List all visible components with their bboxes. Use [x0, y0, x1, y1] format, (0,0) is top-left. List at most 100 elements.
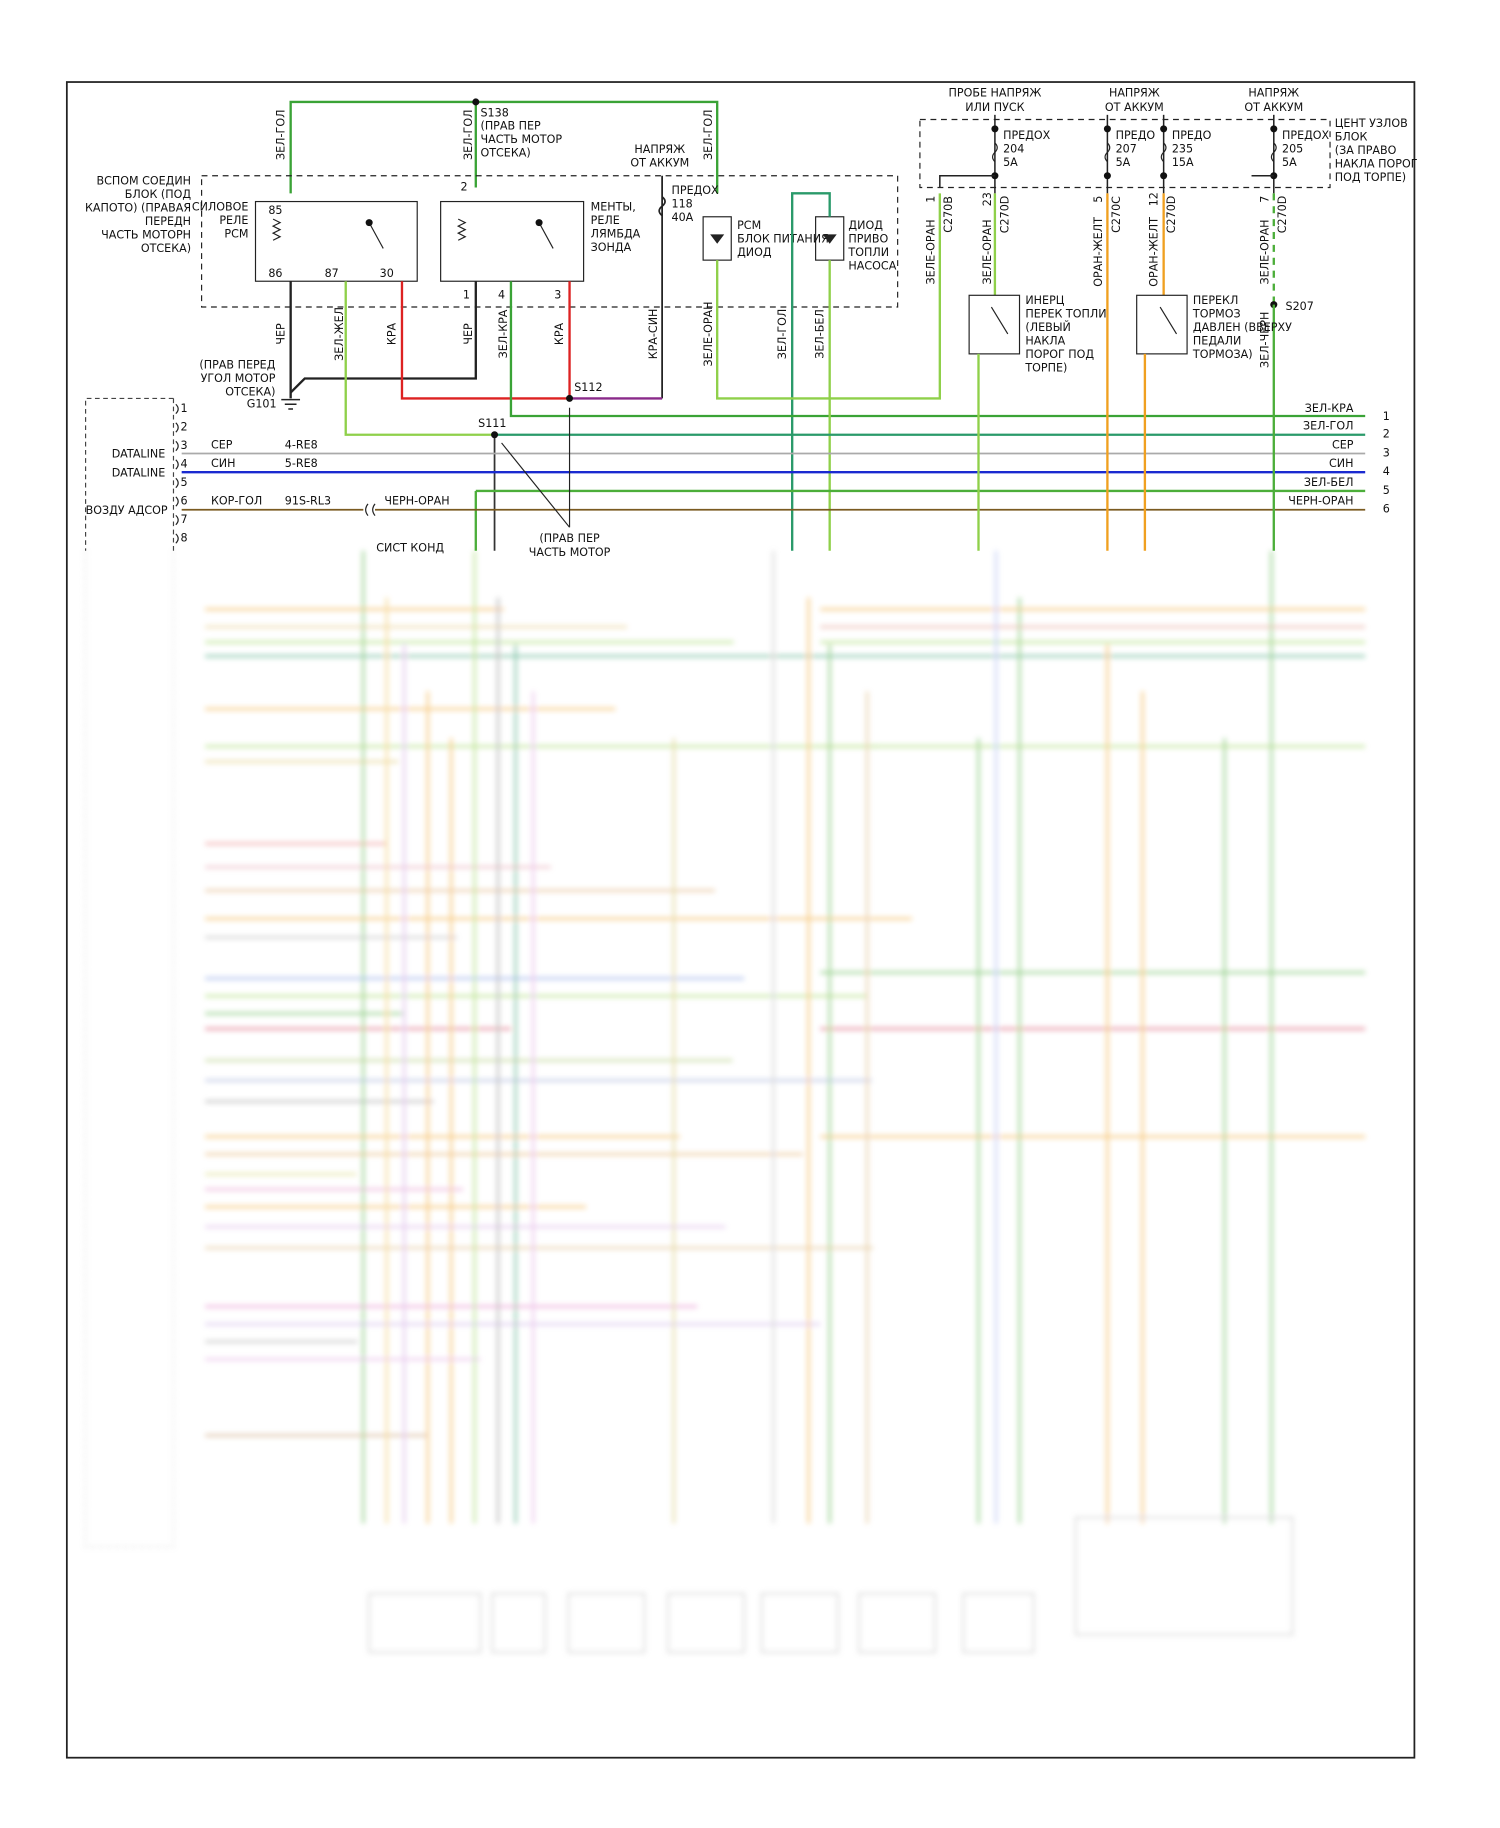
- diode-symbol: [710, 234, 837, 244]
- label: 5A: [1003, 156, 1018, 169]
- label: ПРЕДОХ: [1282, 129, 1330, 142]
- label: ЗЕЛЕ-ОРАН: [702, 301, 715, 366]
- label: 5: [180, 476, 187, 489]
- box: [1136, 294, 1188, 355]
- label: 4: [180, 457, 187, 470]
- label: ПЕДАЛИ: [1193, 335, 1241, 348]
- splice-dot: [1103, 125, 1111, 133]
- label: ВСПОМ СОЕДИН: [96, 175, 191, 188]
- label: УГОЛ МОТОР: [201, 372, 276, 385]
- component: [491, 1592, 546, 1654]
- label: СИЛОВОЕ: [192, 200, 249, 213]
- splice-dot: [472, 98, 480, 106]
- label: ВОЗДУ АДСОР: [86, 504, 168, 517]
- label: 12: [1147, 192, 1160, 206]
- label: СЕР: [1332, 438, 1354, 451]
- label: C270D: [998, 196, 1011, 234]
- label: PCM: [224, 227, 248, 240]
- splice-dot: [991, 125, 999, 133]
- label: НАКЛА ПОРОГ: [1335, 158, 1418, 171]
- label: ТОРМОЗА): [1192, 348, 1253, 361]
- component: [1074, 1516, 1294, 1636]
- label: ЛЯМБДА: [591, 227, 641, 240]
- label: DATALINE: [112, 466, 165, 479]
- label: КРА-СИН: [647, 309, 660, 360]
- splice-dot: [491, 431, 499, 439]
- label: 23: [981, 192, 994, 206]
- splice-dot: [566, 394, 574, 402]
- label: ЗЕЛ-ГОЛ: [1303, 420, 1353, 433]
- label: КРА: [386, 322, 399, 345]
- label: ПРЕДО: [1116, 129, 1156, 142]
- label: ДИОД: [737, 246, 772, 259]
- fuse-symbol: [658, 196, 666, 217]
- pin-symbol: [175, 440, 179, 452]
- label: ЗОНДА: [591, 241, 632, 254]
- label: ПРОБЕ НАПРЯЖ: [949, 87, 1042, 100]
- component: [962, 1592, 1035, 1654]
- label: 1: [1383, 410, 1390, 423]
- label: ЗЕЛ-БЕЛ: [1304, 476, 1354, 489]
- label: СИН: [211, 457, 235, 470]
- label: ПРЕДОХ: [1003, 129, 1051, 142]
- label: ИНЕРЦ: [1025, 294, 1064, 307]
- fuse-symbol: [1104, 142, 1111, 163]
- label: 5A: [1282, 156, 1297, 169]
- label: (ПРАВ ПЕР: [539, 532, 600, 545]
- frame: [65, 81, 1416, 1759]
- pin-symbol: [175, 496, 179, 507]
- wire: [509, 281, 1366, 418]
- label: БЛОК ПИТАНИЯ: [737, 233, 829, 246]
- label: ПЕРЕДН: [145, 215, 191, 228]
- pointer: [501, 407, 571, 528]
- label: 30: [380, 267, 394, 280]
- splice-dot: [365, 219, 373, 227]
- label: 205: [1282, 142, 1303, 155]
- label: ТОРМОЗ: [1192, 308, 1241, 321]
- pin-symbol: [175, 514, 179, 526]
- label: ЧЕР: [274, 323, 287, 345]
- label: СЕР: [211, 438, 233, 451]
- connector-symbol: [365, 503, 376, 516]
- label: ОРАН-ЖЕЛТ: [1092, 217, 1105, 287]
- label: 2: [1383, 428, 1390, 441]
- label: 6: [1383, 503, 1390, 516]
- label: 7: [180, 513, 187, 526]
- label: ПРИВО: [848, 233, 888, 246]
- wire: [85, 550, 175, 1548]
- label: S112: [574, 381, 602, 394]
- label: 40A: [671, 211, 693, 224]
- label: 3: [180, 439, 187, 452]
- label: DATALINE: [112, 448, 165, 461]
- label: ЗЕЛЕ-ОРАН: [1259, 219, 1272, 284]
- label: 15A: [1172, 156, 1194, 169]
- label: ПОРОГ ПОД: [1025, 348, 1094, 361]
- label: КОР-ГОЛ: [211, 495, 262, 508]
- label: ДАВЛЕН (ВВЕРХУ: [1193, 321, 1292, 334]
- pin-symbol: [175, 459, 179, 470]
- label: 87: [325, 267, 339, 280]
- label: ЧАСТЬ МОТОРН: [101, 229, 191, 242]
- label: ЗЕЛЕ-ОРАН: [925, 219, 938, 284]
- component: [567, 1592, 646, 1654]
- wire: [85, 397, 174, 551]
- label: ОТ АККУМ: [630, 156, 689, 169]
- box: [440, 200, 585, 282]
- label: 3: [1383, 446, 1390, 459]
- label: ЗЕЛ-ГОЛ: [776, 309, 789, 359]
- label: (ПРАВ ПЕРЕД: [199, 359, 275, 372]
- label: НАПРЯЖ: [1109, 87, 1160, 100]
- label: ЧАСТЬ МОТОР: [480, 133, 562, 146]
- ground-symbol: [281, 398, 301, 410]
- component: [368, 1592, 482, 1654]
- label: (ЛЕВЫЙ: [1025, 321, 1071, 334]
- switch: [1159, 306, 1178, 335]
- relay-contact: [368, 222, 384, 249]
- splice-dot: [1270, 125, 1278, 133]
- wire: [791, 192, 831, 551]
- label: 4-RE8: [285, 438, 318, 451]
- label: C270C: [1110, 196, 1123, 233]
- label: ЗЕЛ-ГОЛ: [274, 110, 287, 160]
- label: 86: [268, 267, 282, 280]
